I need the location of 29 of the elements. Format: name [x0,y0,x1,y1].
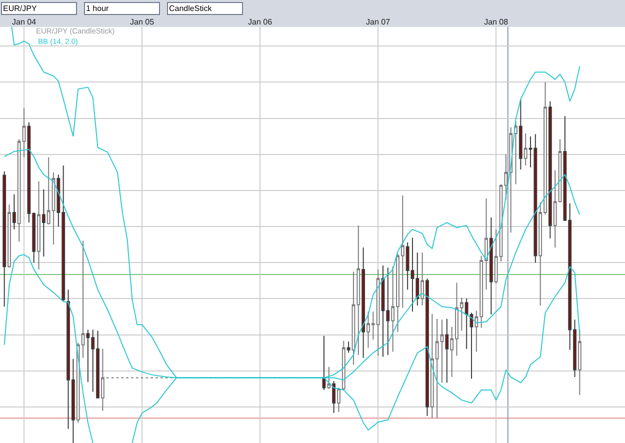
candlestick [337,388,340,412]
text: 1 hour [86,4,110,13]
candlestick [445,318,449,384]
x-tick-label: Jan 04 [12,17,37,26]
text: EUR/JPY [3,4,38,13]
candlestick [322,335,326,390]
text: CandleStick [169,4,213,13]
x-tick-label: Jan 06 [248,17,273,26]
candlestick [346,341,350,354]
candlestick [524,132,528,166]
candlestick [420,252,424,306]
candlestick [100,348,104,412]
candlestick [489,217,493,316]
candlestick [8,204,11,268]
x-tick-label: Jan 08 [484,17,509,26]
candlestick [12,194,16,230]
candlestick [362,246,366,358]
candlestick [548,100,552,239]
candlestick [514,120,518,185]
candlestick [2,170,6,308]
x-tick-label: Jan 05 [130,17,155,26]
candlestick [327,366,331,390]
candlestick [426,278,429,416]
candlestick [518,98,522,170]
candlestick [332,380,336,414]
x-tick-label: Jan 07 [366,17,391,26]
candlestick [37,180,40,270]
candlestick [342,340,346,390]
candlestick [42,188,46,257]
